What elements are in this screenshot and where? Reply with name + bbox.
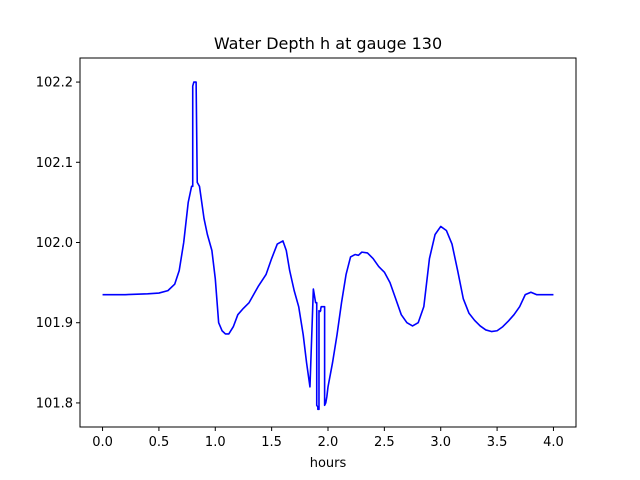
x-tick-label: 1.5 (261, 435, 282, 450)
chart-title: Water Depth h at gauge 130 (214, 34, 442, 53)
plot-area (102, 81, 554, 411)
x-tick-label: 2.0 (318, 435, 339, 450)
y-axis: 101.8 101.9 102.0 102.1 102.2 (36, 76, 80, 411)
x-tick-label: 4.0 (543, 435, 564, 450)
y-tick-label: 102.0 (36, 236, 73, 251)
x-tick-label: 0.5 (149, 435, 170, 450)
x-tick-label: 2.5 (374, 435, 395, 450)
series-line-0 (102, 81, 554, 411)
y-tick-label: 101.8 (36, 396, 73, 411)
y-tick-label: 102.2 (36, 76, 73, 91)
x-axis: 0.0 0.5 1.0 1.5 2.0 2.5 3.0 3.5 4.0 (92, 427, 564, 450)
x-tick-label: 1.0 (205, 435, 226, 450)
x-tick-label: 3.5 (487, 435, 508, 450)
x-tick-label: 3.0 (430, 435, 451, 450)
x-tick-label: 0.0 (92, 435, 113, 450)
y-tick-label: 101.9 (36, 316, 73, 331)
plot-frame (79, 57, 577, 428)
y-tick-label: 102.1 (36, 156, 73, 171)
x-axis-label: hours (310, 456, 347, 471)
